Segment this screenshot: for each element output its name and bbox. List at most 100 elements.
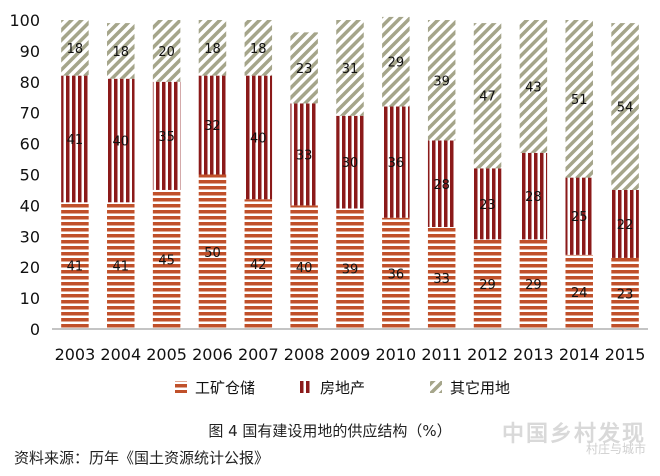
data-label-2007-series-0: 42 [250,258,267,273]
bar-2010-series-1 [382,106,410,218]
data-label-2014-series-2: 51 [571,93,588,108]
data-label-2015-series-1: 22 [617,218,634,233]
bar-2004-series-1 [107,78,135,203]
y-tick-label-50: 50 [20,166,40,185]
bar-2004-series-0 [107,202,135,329]
legend-label-1: 房地产 [320,379,365,397]
bar-2005-series-2 [152,20,181,82]
bar-2013-series-1 [519,152,548,240]
legend-label-2: 其它用地 [450,379,510,397]
data-label-2005-series-2: 20 [158,45,175,60]
x-tick-label-2012: 2012 [467,345,508,364]
bar-2005-series-0 [152,189,181,329]
legend-swatch-2 [430,381,442,393]
bar-2015-series-2 [611,23,639,190]
data-label-2011-series-1: 28 [433,178,450,193]
data-label-2011-series-2: 39 [433,74,450,89]
bar-2010-series-0 [382,217,410,329]
legend-swatch-1 [300,381,312,393]
y-tick-label-20: 20 [20,258,40,277]
data-label-2003-series-2: 18 [67,42,84,57]
x-tick-label-2008: 2008 [284,345,325,364]
bar-2003-series-0 [61,202,89,329]
data-label-2009-series-0: 39 [342,263,359,278]
data-label-2011-series-0: 33 [433,272,450,287]
data-label-2009-series-1: 30 [342,156,359,171]
stacked-bar-chart: 0 10 20 30 40 50 60 70 80 90 100 41 41 18 41 40 18 45 35 2… [9,11,648,397]
bar-2013-series-0 [519,239,548,329]
data-label-2003-series-0: 41 [67,260,84,275]
x-tick-label-2003: 2003 [55,345,96,364]
data-label-2014-series-1: 25 [571,210,588,225]
x-tick-label-2009: 2009 [330,345,371,364]
x-tick-label-2005: 2005 [146,345,187,364]
data-label-2013-series-1: 28 [525,190,542,205]
data-label-2012-series-2: 47 [479,90,496,105]
bar-2009-series-1 [336,115,364,209]
bar-2015-series-1 [611,189,639,258]
bar-2009-series-0 [336,208,364,329]
x-tick-label-2006: 2006 [192,345,233,364]
bar-2013-series-2 [519,20,548,153]
data-label-2010-series-0: 36 [388,267,405,282]
data-label-2004-series-2: 18 [112,45,129,60]
data-label-2015-series-2: 54 [617,101,634,116]
x-tick-label-2004: 2004 [100,345,141,364]
y-tick-label-40: 40 [20,196,40,215]
bar-2014-series-0 [565,254,593,329]
bar-2006-series-1 [198,75,227,175]
watermark: 中国乡村发现 [501,422,646,447]
bar-2008-series-0 [290,205,318,329]
bar-2006-series-0 [198,174,227,329]
bar-2009-series-2 [336,20,364,116]
data-label-2008-series-1: 33 [296,148,313,163]
data-label-2010-series-2: 29 [388,56,405,71]
y-tick-label-0: 0 [30,320,40,339]
bar-2012-series-2 [473,23,502,169]
bar-2014-series-2 [565,20,593,178]
data-label-2005-series-1: 35 [158,130,175,145]
x-tick-label-2014: 2014 [559,345,600,364]
x-tick-label-2007: 2007 [238,345,279,364]
data-label-2006-series-1: 32 [204,119,221,134]
data-label-2015-series-0: 23 [617,287,634,302]
bar-2008-series-2 [290,32,318,104]
data-label-2014-series-0: 24 [571,286,588,301]
bar-2012-series-0 [473,239,502,329]
bar-2004-series-2 [107,23,135,79]
data-label-2006-series-2: 18 [204,42,221,57]
data-label-2012-series-0: 29 [479,278,496,293]
data-label-2013-series-2: 43 [525,80,542,95]
data-label-2008-series-2: 23 [296,62,313,77]
bar-2015-series-0 [611,257,639,329]
data-label-2004-series-1: 40 [112,135,129,150]
x-tick-label-2011: 2011 [421,345,462,364]
bar-2005-series-1 [152,81,181,190]
bar-2011-series-0 [427,227,456,329]
y-tick-label-90: 90 [20,42,40,61]
bar-2010-series-2 [382,16,410,107]
data-label-2013-series-0: 29 [525,278,542,293]
data-label-2007-series-2: 18 [250,42,267,57]
bar-2011-series-2 [427,20,456,141]
legend-label-0: 工矿仓储 [195,379,255,397]
y-tick-label-60: 60 [20,135,40,154]
y-tick-label-100: 100 [9,11,40,30]
x-tick-label-2010: 2010 [375,345,416,364]
data-label-2005-series-0: 45 [158,253,175,268]
data-label-2004-series-0: 41 [112,260,129,275]
bar-2011-series-1 [427,140,456,228]
bar-2006-series-2 [198,20,227,76]
bar-2007-series-1 [244,75,273,200]
bar-2003-series-1 [61,75,89,203]
y-tick-label-80: 80 [20,73,40,92]
data-label-2007-series-1: 40 [250,131,267,146]
data-label-2003-series-1: 41 [67,133,84,148]
y-tick-label-30: 30 [20,227,40,246]
data-label-2008-series-0: 40 [296,261,313,276]
x-tick-label-2013: 2013 [513,345,554,364]
x-tick-label-2015: 2015 [605,345,646,364]
bar-2014-series-1 [565,177,593,255]
bar-2008-series-1 [290,103,318,206]
source-note: 资料来源：历年《国土资源统计公报》 [14,449,270,467]
